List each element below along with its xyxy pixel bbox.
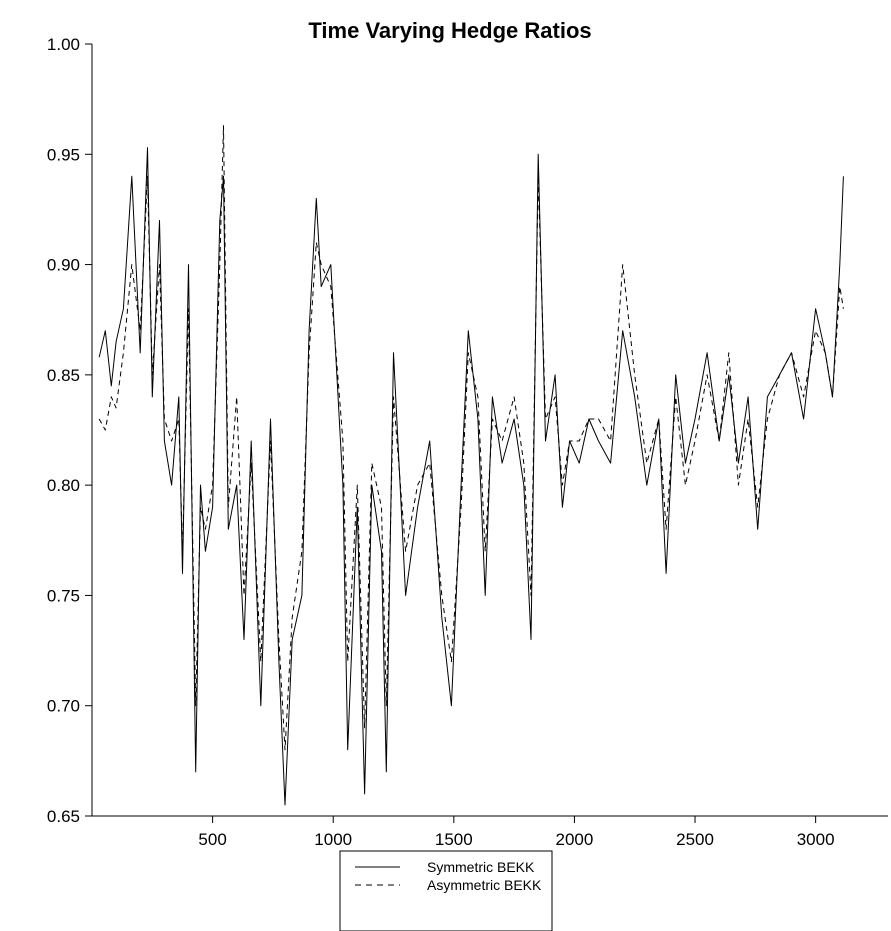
series-line-symmetric-bekk (98, 147, 844, 806)
y-tick-label: 1.00 (47, 35, 80, 54)
x-tick-label: 3000 (797, 830, 835, 849)
y-tick-label: 0.80 (47, 476, 80, 495)
y-tick-label: 0.90 (47, 256, 80, 275)
x-tick-label: 1000 (314, 830, 352, 849)
x-tick-label: 1500 (435, 830, 473, 849)
x-tick-label: 2500 (676, 830, 714, 849)
x-tick-label: 500 (198, 830, 226, 849)
x-ticks: 500 1000 1500 2000 2500 3000 (198, 816, 835, 849)
y-tick-label: 0.75 (47, 586, 80, 605)
y-tick-label: 0.85 (47, 366, 80, 385)
y-tick-label: 0.95 (47, 145, 80, 164)
legend-box (339, 850, 553, 931)
legend-label-asymmetric: Asymmetric BEKK (427, 877, 542, 893)
legend-label-symmetric: Symmetric BEKK (427, 859, 535, 875)
y-tick-label: 0.65 (47, 807, 80, 826)
chart-title: Time Varying Hedge Ratios (308, 18, 591, 43)
series-line-asymmetric-bekk (98, 125, 844, 751)
y-ticks: 0.65 0.70 0.75 0.80 0.85 0.90 0.95 1.00 (47, 35, 92, 826)
series-layer (98, 125, 844, 806)
x-tick-label: 2000 (556, 830, 594, 849)
axes (91, 44, 888, 817)
legend: Symmetric BEKK Asymmetric BEKK (339, 850, 553, 931)
y-tick-label: 0.70 (47, 697, 80, 716)
